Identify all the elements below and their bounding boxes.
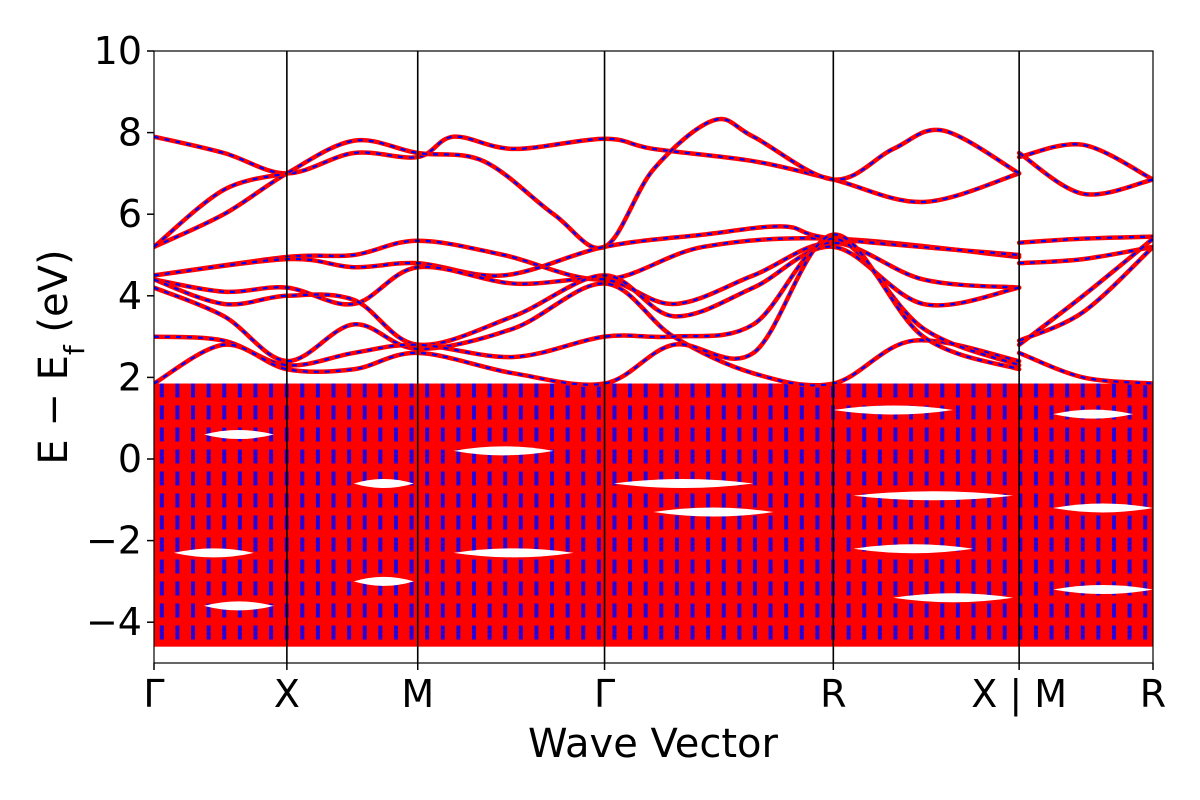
- x-axis-ticks: Γ X M Γ R X | M R: [143, 663, 1166, 717]
- band-gap: [613, 478, 754, 488]
- band-line: [1016, 150, 1153, 197]
- band-gap: [453, 548, 574, 558]
- band-line-dash: [154, 237, 1020, 367]
- y-tick-label: −4: [86, 600, 142, 644]
- band-gap: [1053, 585, 1153, 595]
- plot-frame: [153, 50, 1154, 664]
- dense-band-region: [154, 383, 1153, 647]
- x-tick-label: R: [1140, 672, 1166, 716]
- band-line-dash: [154, 172, 288, 248]
- x-tick-label: Γ: [594, 672, 615, 716]
- band-gap: [653, 507, 774, 517]
- y-axis-ticks: −4 −2 0 2 4 6 8 10: [86, 29, 154, 644]
- y-tick-label: 4: [118, 274, 142, 318]
- band-gap: [203, 601, 274, 611]
- y-axis-label-unit: (eV): [31, 249, 77, 345]
- band-gap: [853, 491, 1014, 501]
- y-axis-label-sub: f: [58, 344, 91, 355]
- band-line-dash: [1018, 237, 1153, 346]
- band-gap: [833, 405, 954, 415]
- x-tick-label: R: [820, 672, 846, 716]
- band-line-dash: [154, 225, 1020, 277]
- band-gap: [853, 544, 974, 554]
- band-line-dash: [1018, 351, 1153, 385]
- kpoint-dividers: [286, 51, 1020, 663]
- y-tick-label: 2: [118, 355, 142, 399]
- band-gap: [353, 576, 414, 586]
- band-line-dash: [1019, 245, 1153, 265]
- band-gap: [893, 593, 1014, 603]
- band-gap: [203, 430, 274, 440]
- y-tick-label: −2: [86, 519, 142, 563]
- y-axis-label-main: E − E: [31, 355, 77, 465]
- band-gap: [353, 478, 414, 488]
- band-line-dash: [154, 233, 1020, 386]
- x-tick-label: M: [401, 672, 434, 716]
- band-gap: [453, 446, 554, 456]
- band-line-dash: [154, 135, 1020, 204]
- y-tick-label: 8: [118, 111, 142, 155]
- x-tick-label: Γ: [143, 672, 164, 716]
- y-tick-label: 10: [94, 29, 142, 73]
- x-axis-label: Wave Vector: [528, 721, 779, 767]
- y-tick-label: 0: [118, 437, 142, 481]
- y-tick-label: 6: [118, 192, 142, 236]
- x-tick-label: X | M: [971, 672, 1067, 717]
- band-gap: [1053, 409, 1134, 419]
- x-tick-label: X: [274, 672, 300, 716]
- band-line-dash: [154, 237, 1020, 281]
- band-gap: [1053, 503, 1153, 513]
- y-axis-label: E − Ef (eV): [31, 249, 91, 464]
- dense-band-gaps: [173, 405, 1153, 611]
- band-line-dash: [1019, 235, 1153, 244]
- band-gap: [173, 548, 254, 558]
- band-line-dash: [1018, 246, 1153, 342]
- band-line-dash: [1018, 143, 1153, 181]
